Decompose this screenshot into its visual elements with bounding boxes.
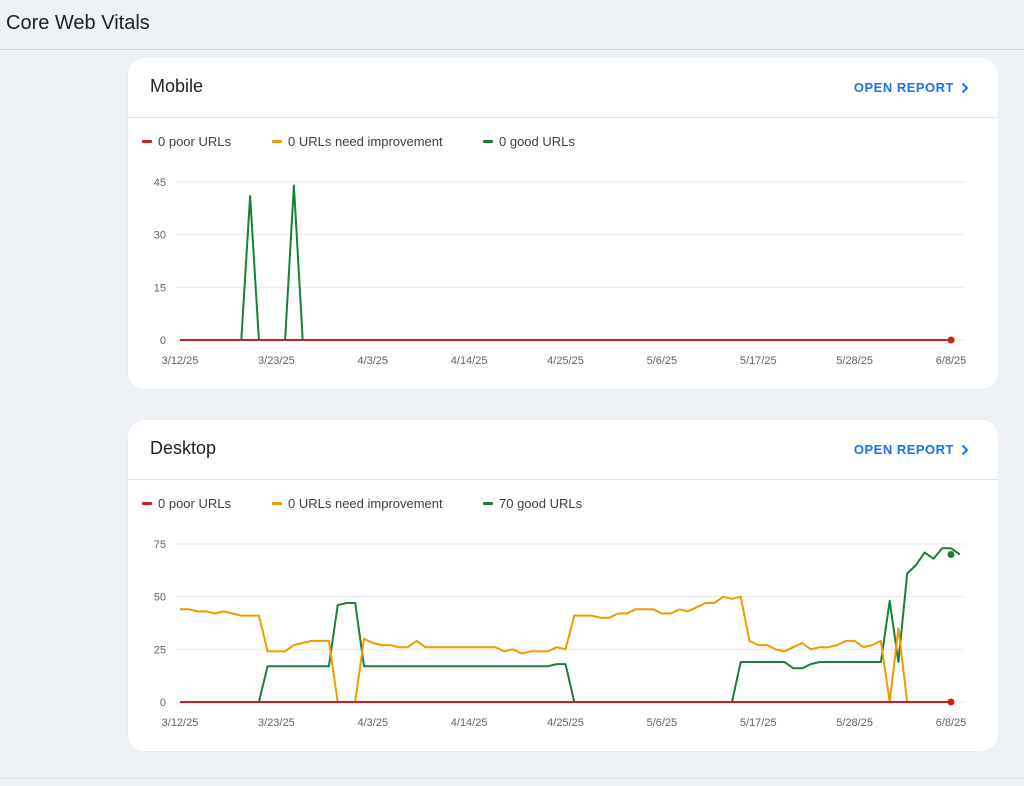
x-tick-label: 4/25/25 <box>547 717 584 729</box>
y-tick-label: 50 <box>154 592 166 604</box>
x-tick-label: 3/12/25 <box>162 717 199 729</box>
legend-poor[interactable]: 0 poor URLs <box>142 496 231 511</box>
x-tick-label: 6/8/25 <box>936 355 967 367</box>
desktop-card: Desktop OPEN REPORT 0 poor URLs 0 URLs n… <box>128 420 998 751</box>
legend-needs-improvement[interactable]: 0 URLs need improvement <box>272 496 443 511</box>
legend-swatch-needs <box>272 502 282 505</box>
x-tick-label: 5/6/25 <box>647 717 678 729</box>
legend-label: 0 URLs need improvement <box>288 496 443 511</box>
series-endpoint-poor <box>947 336 955 344</box>
series-endpoint-good <box>947 551 955 559</box>
x-tick-label: 5/6/25 <box>647 355 678 367</box>
x-tick-label: 5/28/25 <box>836 355 873 367</box>
legend-swatch-good <box>483 502 493 505</box>
x-tick-label: 4/14/25 <box>451 355 488 367</box>
y-tick-label: 0 <box>160 697 166 709</box>
open-report-label: OPEN REPORT <box>853 442 954 457</box>
legend-swatch-poor <box>142 140 152 143</box>
legend-swatch-poor <box>142 502 152 505</box>
x-tick-label: 6/8/25 <box>936 717 967 729</box>
legend-label: 0 poor URLs <box>158 134 231 149</box>
open-report-label: OPEN REPORT <box>853 80 954 95</box>
x-tick-label: 3/12/25 <box>162 355 199 367</box>
chevron-right-icon <box>961 444 969 455</box>
x-tick-label: 5/28/25 <box>836 717 873 729</box>
y-tick-label: 45 <box>154 177 166 189</box>
series-line-good <box>180 547 961 703</box>
x-tick-label: 4/14/25 <box>451 717 488 729</box>
desktop-chart: 0 25 50 75 3/12/25 3/23/25 4/3/25 4/14/25 4/25/2… <box>154 539 967 729</box>
card-header: Mobile OPEN REPORT <box>128 58 998 118</box>
y-tick-label: 75 <box>154 539 166 551</box>
x-tick-label: 5/17/25 <box>740 717 777 729</box>
series-endpoint-poor <box>947 698 955 706</box>
legend-good[interactable]: 0 good URLs <box>483 134 575 149</box>
series-line-good <box>180 184 951 341</box>
y-tick-label: 30 <box>154 230 166 242</box>
divider <box>0 778 1024 779</box>
legend-label: 0 poor URLs <box>158 496 231 511</box>
legend-poor[interactable]: 0 poor URLs <box>142 134 231 149</box>
y-tick-label: 15 <box>154 282 166 294</box>
x-tick-label: 5/17/25 <box>740 355 777 367</box>
x-tick-label: 3/23/25 <box>258 355 295 367</box>
x-tick-label: 4/25/25 <box>547 355 584 367</box>
legend-swatch-good <box>483 140 493 143</box>
legend-swatch-needs <box>272 140 282 143</box>
legend-label: 0 good URLs <box>499 134 575 149</box>
y-tick-label: 25 <box>154 644 166 656</box>
card-title: Desktop <box>150 438 217 458</box>
open-report-link[interactable]: OPEN REPORT <box>854 80 972 95</box>
x-tick-label: 4/3/25 <box>357 717 388 729</box>
legend-needs-improvement[interactable]: 0 URLs need improvement <box>272 134 443 149</box>
chevron-right-icon <box>961 82 969 93</box>
page-title: Core Web Vitals <box>6 12 150 34</box>
series-line-need-improvement <box>180 595 951 703</box>
legend-label: 70 good URLs <box>499 496 583 511</box>
card-title: Mobile <box>150 76 204 96</box>
mobile-chart: 0 15 30 45 3/12/25 3/23/25 4/3/25 4/14/25 4/25/2… <box>154 177 967 367</box>
x-tick-label: 3/23/25 <box>258 717 295 729</box>
mobile-card: Mobile OPEN REPORT 0 poor URLs 0 URLs ne… <box>128 58 998 389</box>
legend-good[interactable]: 70 good URLs <box>483 496 582 511</box>
x-tick-label: 4/3/25 <box>357 355 388 367</box>
legend-label: 0 URLs need improvement <box>288 134 443 149</box>
card-header: Desktop OPEN REPORT <box>128 420 998 480</box>
y-tick-label: 0 <box>160 335 166 347</box>
top-bar: Core Web Vitals <box>0 0 1024 50</box>
open-report-link[interactable]: OPEN REPORT <box>854 442 972 457</box>
